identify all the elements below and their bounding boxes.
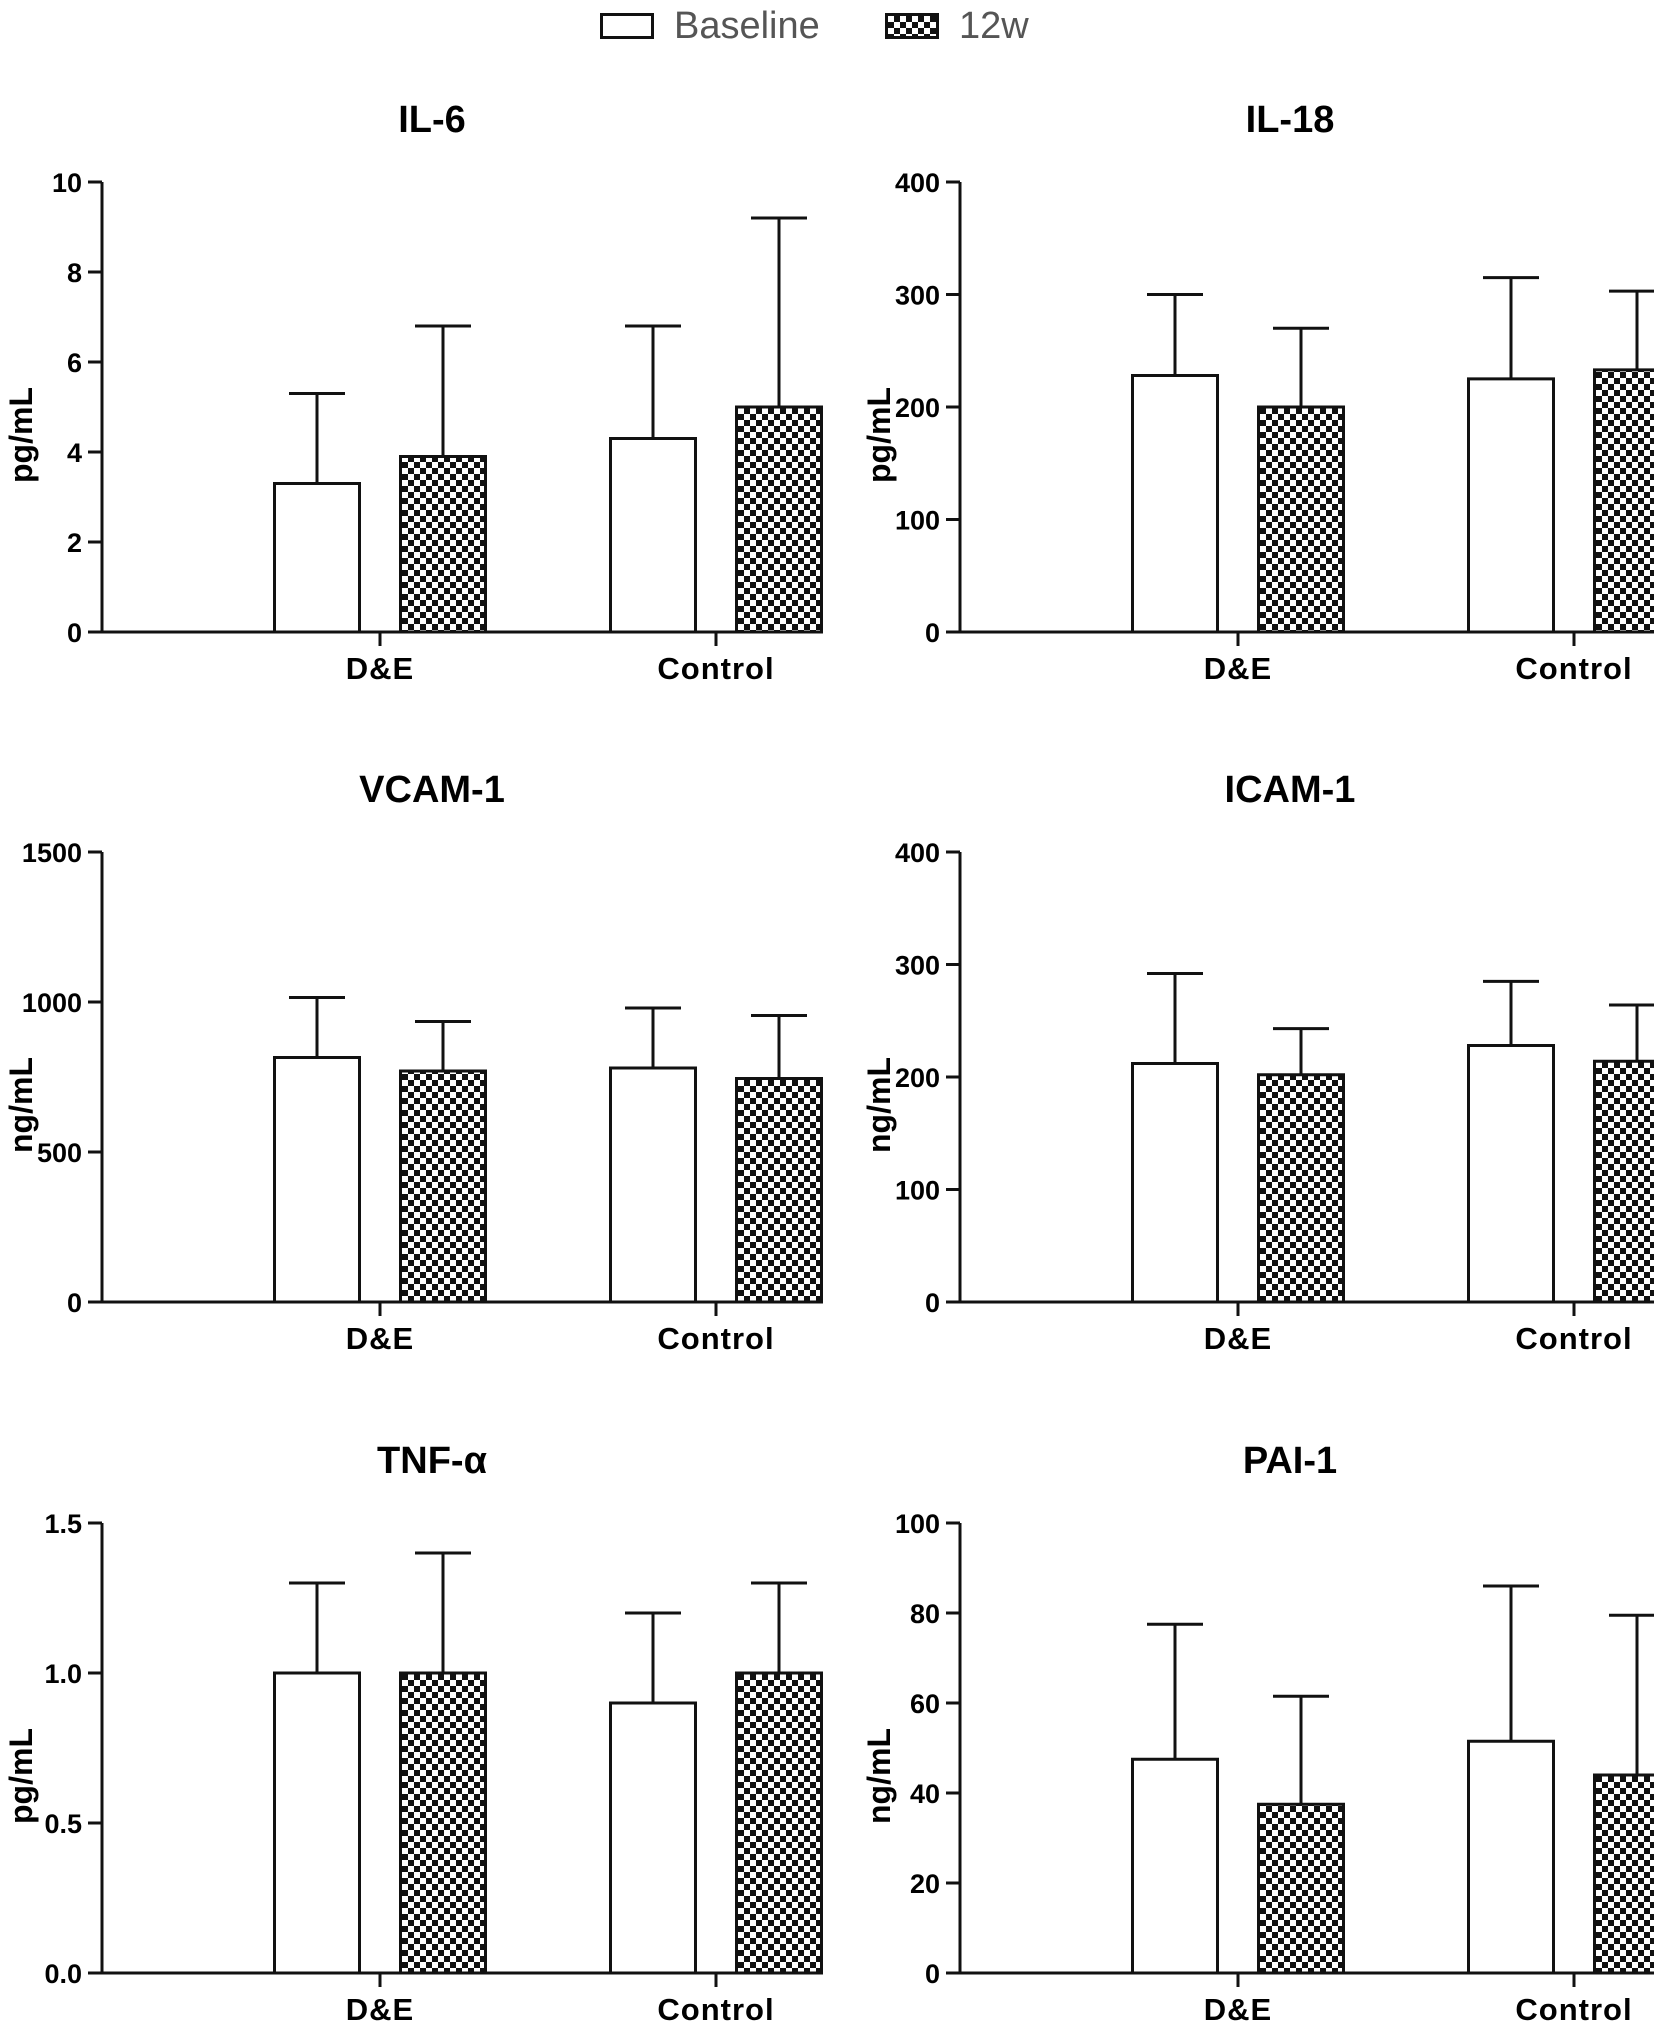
bar-baseline-d-e xyxy=(273,1056,361,1304)
bar-12w-d-e xyxy=(399,1671,487,1975)
bar-baseline-d-e xyxy=(1131,1757,1219,1975)
bar-baseline-control xyxy=(1467,377,1555,634)
y-tick-label: 1500 xyxy=(22,838,82,868)
y-tick-label: 10 xyxy=(52,168,82,198)
y-tick-label: 0 xyxy=(925,1288,940,1318)
x-tick-label: D&E xyxy=(346,651,414,686)
y-tick-label: 60 xyxy=(910,1689,940,1719)
bar-baseline-control xyxy=(609,1066,697,1304)
y-tick-label: 400 xyxy=(895,838,940,868)
y-tick-label: 0.0 xyxy=(44,1959,82,1989)
y-tick-label: 300 xyxy=(895,951,940,981)
bar-12w-d-e xyxy=(1257,1802,1345,1975)
y-tick-label: 6 xyxy=(67,348,82,378)
y-tick-label: 40 xyxy=(910,1779,940,1809)
panel-title: VCAM-1 xyxy=(359,769,505,811)
x-tick-label: D&E xyxy=(346,1321,414,1356)
panel-title: TNF-α xyxy=(377,1440,487,1482)
y-tick-label: 100 xyxy=(895,1176,940,1206)
x-tick-label: Control xyxy=(657,651,774,686)
bar-12w-d-e xyxy=(399,455,487,634)
bar-baseline-d-e xyxy=(273,1671,361,1975)
panel-title: IL-6 xyxy=(398,99,466,141)
y-tick-label: 1.0 xyxy=(44,1659,82,1689)
bar-baseline-control xyxy=(609,1701,697,1975)
panel-icam-1: ICAM-1 0 100 200 300 400 ng/mL D&E Control xyxy=(861,769,1654,1356)
y-axis-label: pg/mL xyxy=(3,387,39,483)
bar-baseline-d-e xyxy=(273,482,361,634)
bar-12w-control xyxy=(1593,368,1654,634)
panel-il-6: IL-6 0 2 4 6 8 10 pg/mL D&E Control xyxy=(3,99,823,686)
legend: Baseline 12w xyxy=(0,0,1654,60)
y-tick-label: 8 xyxy=(67,258,82,288)
y-axis-label: ng/mL xyxy=(861,1728,897,1824)
y-axis-label: ng/mL xyxy=(3,1057,39,1153)
bar-12w-d-e xyxy=(1257,405,1345,634)
x-tick-label: D&E xyxy=(346,1992,414,2027)
y-tick-label: 0 xyxy=(67,1288,82,1318)
y-axis-label: pg/mL xyxy=(861,387,897,483)
legend-item-12w: 12w xyxy=(885,4,1029,47)
x-tick-label: Control xyxy=(1515,1321,1632,1356)
x-tick-label: Control xyxy=(657,1321,774,1356)
y-axis-label: pg/mL xyxy=(3,1728,39,1824)
bar-baseline-control xyxy=(1467,1044,1555,1304)
y-tick-label: 100 xyxy=(895,506,940,536)
bar-12w-control xyxy=(735,1671,823,1975)
y-tick-label: 1000 xyxy=(22,988,82,1018)
panel-il-18: IL-18 0 100 200 300 400 pg/mL D&E Control xyxy=(861,99,1654,686)
bar-baseline-control xyxy=(609,437,697,634)
baseline-swatch xyxy=(600,13,654,39)
panel-tnf: TNF-α 0.0 0.5 1.0 1.5 pg/mL D&E Control xyxy=(3,1440,823,2027)
x-tick-label: D&E xyxy=(1204,651,1272,686)
legend-label-12w: 12w xyxy=(959,4,1029,47)
y-tick-label: 1.5 xyxy=(44,1509,82,1539)
bar-12w-control xyxy=(735,405,823,634)
y-tick-label: 0.5 xyxy=(44,1809,82,1839)
y-tick-label: 20 xyxy=(910,1869,940,1899)
legend-label-baseline: Baseline xyxy=(674,4,820,47)
x-tick-label: Control xyxy=(1515,651,1632,686)
bar-12w-control xyxy=(1593,1773,1654,1975)
y-tick-label: 0 xyxy=(67,618,82,648)
y-tick-label: 4 xyxy=(67,438,82,468)
panel-title: PAI-1 xyxy=(1243,1440,1337,1482)
y-tick-label: 0 xyxy=(925,618,940,648)
y-tick-label: 300 xyxy=(895,281,940,311)
x-tick-label: D&E xyxy=(1204,1992,1272,2027)
panel-pai-1: PAI-1 0 20 40 60 80 100 ng/mL D&E Control xyxy=(861,1440,1654,2027)
panel-title: ICAM-1 xyxy=(1225,769,1356,811)
y-tick-label: 2 xyxy=(67,528,82,558)
bar-baseline-control xyxy=(1467,1739,1555,1975)
x-tick-label: Control xyxy=(657,1992,774,2027)
y-tick-label: 80 xyxy=(910,1599,940,1629)
bar-12w-d-e xyxy=(399,1069,487,1304)
y-tick-label: 200 xyxy=(895,393,940,423)
12w-swatch xyxy=(885,13,939,39)
x-tick-label: Control xyxy=(1515,1992,1632,2027)
bar-12w-d-e xyxy=(1257,1073,1345,1304)
bar-baseline-d-e xyxy=(1131,374,1219,634)
y-tick-label: 200 xyxy=(895,1063,940,1093)
y-axis-label: ng/mL xyxy=(861,1057,897,1153)
y-tick-label: 400 xyxy=(895,168,940,198)
bar-baseline-d-e xyxy=(1131,1062,1219,1304)
y-tick-label: 0 xyxy=(925,1959,940,1989)
x-tick-label: D&E xyxy=(1204,1321,1272,1356)
panel-title: IL-18 xyxy=(1246,99,1335,141)
y-tick-label: 100 xyxy=(895,1509,940,1539)
legend-item-baseline: Baseline xyxy=(600,4,820,47)
y-tick-label: 500 xyxy=(37,1138,82,1168)
bar-12w-control xyxy=(1593,1059,1654,1304)
panel-vcam-1: VCAM-1 0 500 1000 1500 ng/mL D&E Control xyxy=(3,769,823,1356)
bar-12w-control xyxy=(735,1077,823,1304)
